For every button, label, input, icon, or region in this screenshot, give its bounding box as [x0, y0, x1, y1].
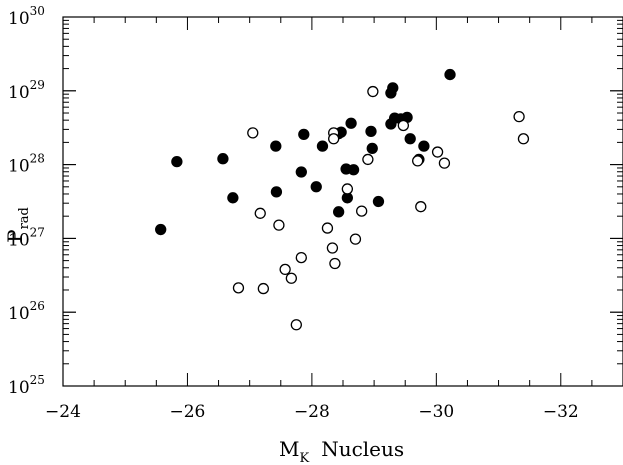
filled-point: [444, 68, 456, 81]
filled-point: [404, 133, 416, 145]
y-axis-title: Prad: [3, 207, 32, 243]
filled-point: [366, 142, 378, 155]
plot-frame: [62, 16, 623, 387]
open-point: [513, 110, 525, 123]
filled-point: [310, 181, 322, 193]
filled-point: [372, 195, 385, 208]
filled-point: [270, 140, 282, 152]
open-point: [412, 155, 424, 167]
filled-point: [345, 117, 357, 129]
open-point: [290, 319, 302, 331]
open-point: [329, 257, 341, 270]
filled-point: [365, 125, 377, 138]
y-tick-label: 1030: [8, 4, 45, 29]
y-tick-label: 1027: [8, 225, 45, 250]
filled-point: [171, 155, 183, 168]
open-point: [367, 85, 379, 98]
open-point: [438, 157, 451, 169]
y-axis-ticks: 1025 1026 1027 1028 1029 1030: [8, 4, 623, 398]
y-tick-label: 1026: [8, 299, 45, 324]
filled-point: [332, 206, 345, 218]
open-point: [397, 119, 410, 132]
y-tick-label: 1025: [8, 373, 45, 398]
x-tick-label: −24: [45, 402, 81, 422]
y-tick-label: 1028: [8, 152, 45, 177]
filled-point: [155, 223, 167, 236]
filled-point: [227, 192, 239, 204]
open-point: [257, 282, 270, 295]
open-point: [341, 183, 354, 195]
open-point: [285, 272, 298, 284]
x-tick-label: −26: [169, 402, 205, 422]
open-point: [356, 205, 368, 217]
filled-point: [298, 128, 310, 140]
x-tick-label: −30: [418, 402, 454, 422]
filled-point: [347, 164, 360, 176]
filled-point: [295, 166, 307, 178]
open-point: [326, 242, 339, 254]
open-point: [362, 153, 374, 166]
filled-point: [270, 186, 283, 198]
open-point: [279, 263, 291, 276]
open-point: [254, 207, 266, 219]
open-point: [273, 219, 285, 231]
open-point: [431, 146, 444, 158]
filled-point: [316, 140, 329, 152]
y-tick-label: 1029: [8, 78, 45, 103]
x-axis-title: MK Nucleus: [279, 437, 404, 465]
data-points: [155, 68, 530, 331]
open-point: [349, 233, 362, 245]
x-axis-ticks: −24 −26 −28 −30 −32: [45, 17, 623, 422]
open-point: [295, 251, 307, 264]
open-point: [517, 133, 530, 145]
open-point: [321, 222, 334, 234]
filled-point: [418, 140, 430, 152]
filled-point: [217, 153, 229, 165]
x-tick-label: −32: [543, 402, 579, 422]
open-point: [328, 133, 340, 145]
open-point: [247, 127, 259, 139]
filled-point: [387, 82, 399, 94]
x-tick-label: −28: [294, 402, 330, 422]
open-point: [232, 282, 245, 294]
open-point: [415, 201, 427, 213]
